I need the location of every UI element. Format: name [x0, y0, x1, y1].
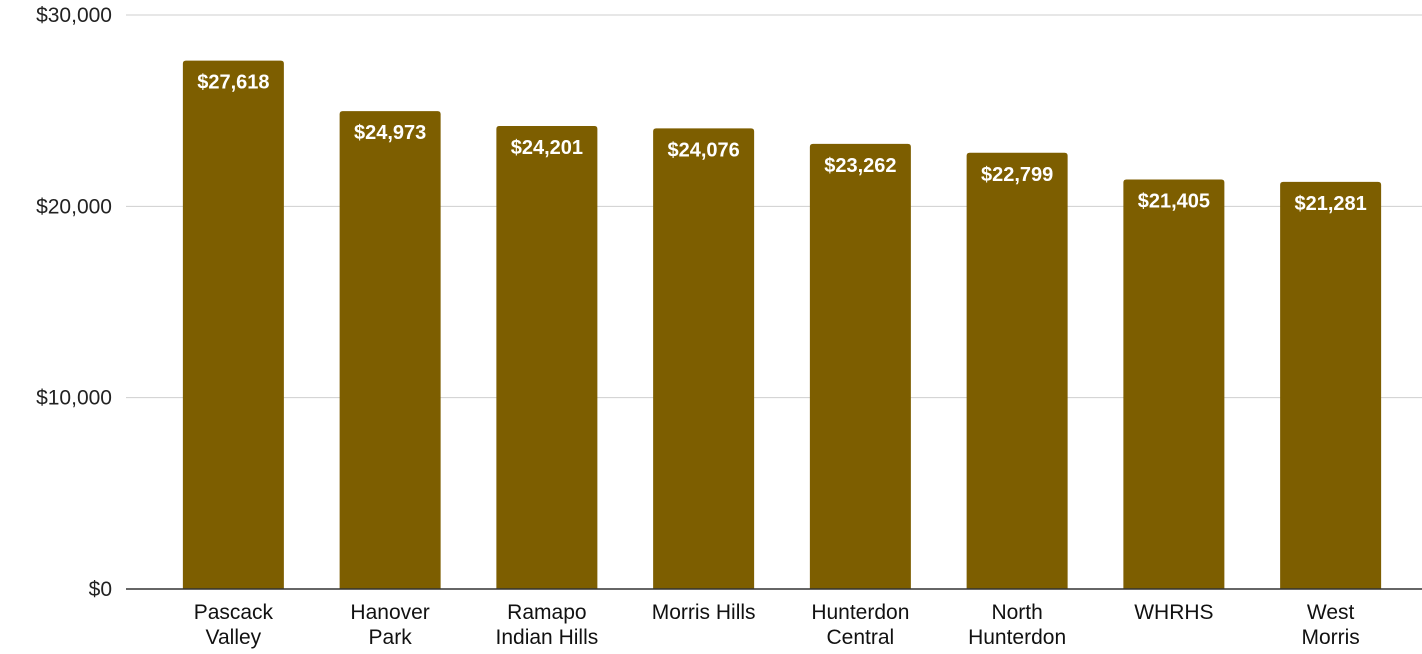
x-tick-label: Ramapo [507, 601, 586, 624]
x-tick-label: WHRHS [1134, 601, 1213, 624]
bar [809, 143, 911, 589]
x-tick-label: Pascack [194, 601, 274, 624]
bar [1123, 179, 1225, 590]
bar [339, 111, 441, 590]
data-label: $24,201 [511, 137, 583, 159]
x-tick-label: Central [827, 626, 895, 649]
gridlines [126, 14, 1422, 399]
y-tick-label: $20,000 [36, 195, 112, 218]
bar [182, 60, 284, 589]
x-tick-label: Hunterdon [968, 626, 1066, 649]
bar [496, 125, 598, 590]
bar [1280, 181, 1382, 589]
x-tick-label: West [1307, 601, 1355, 624]
x-tick-label: Indian Hills [496, 626, 599, 649]
bar [653, 128, 755, 589]
data-label: $22,799 [981, 164, 1053, 186]
data-label: $27,618 [197, 72, 269, 94]
x-tick-label: Valley [206, 626, 262, 649]
x-tick-label: Hanover [350, 601, 429, 624]
x-tick-label: Morris Hills [652, 601, 756, 624]
y-tick-label: $0 [89, 578, 112, 601]
data-label: $24,973 [354, 122, 426, 144]
x-tick-label: North [991, 601, 1042, 624]
y-axis-tick-labels: $0 $10,000 $20,000 $30,000 [36, 4, 112, 601]
y-tick-label: $30,000 [36, 4, 112, 27]
data-label: $21,281 [1294, 193, 1366, 215]
data-labels: $27,618 $24,973 $24,201 $24,076 $23,262 $22,7… [197, 72, 1367, 215]
x-tick-label: Morris [1301, 626, 1359, 649]
data-label: $23,262 [824, 155, 896, 177]
data-label: $24,076 [667, 139, 739, 161]
y-tick-label: $10,000 [36, 387, 112, 410]
data-label: $21,405 [1138, 190, 1210, 212]
bar [966, 152, 1068, 590]
x-tick-label: Hunterdon [811, 601, 909, 624]
bars [182, 60, 1382, 590]
x-tick-label: Park [369, 626, 413, 649]
